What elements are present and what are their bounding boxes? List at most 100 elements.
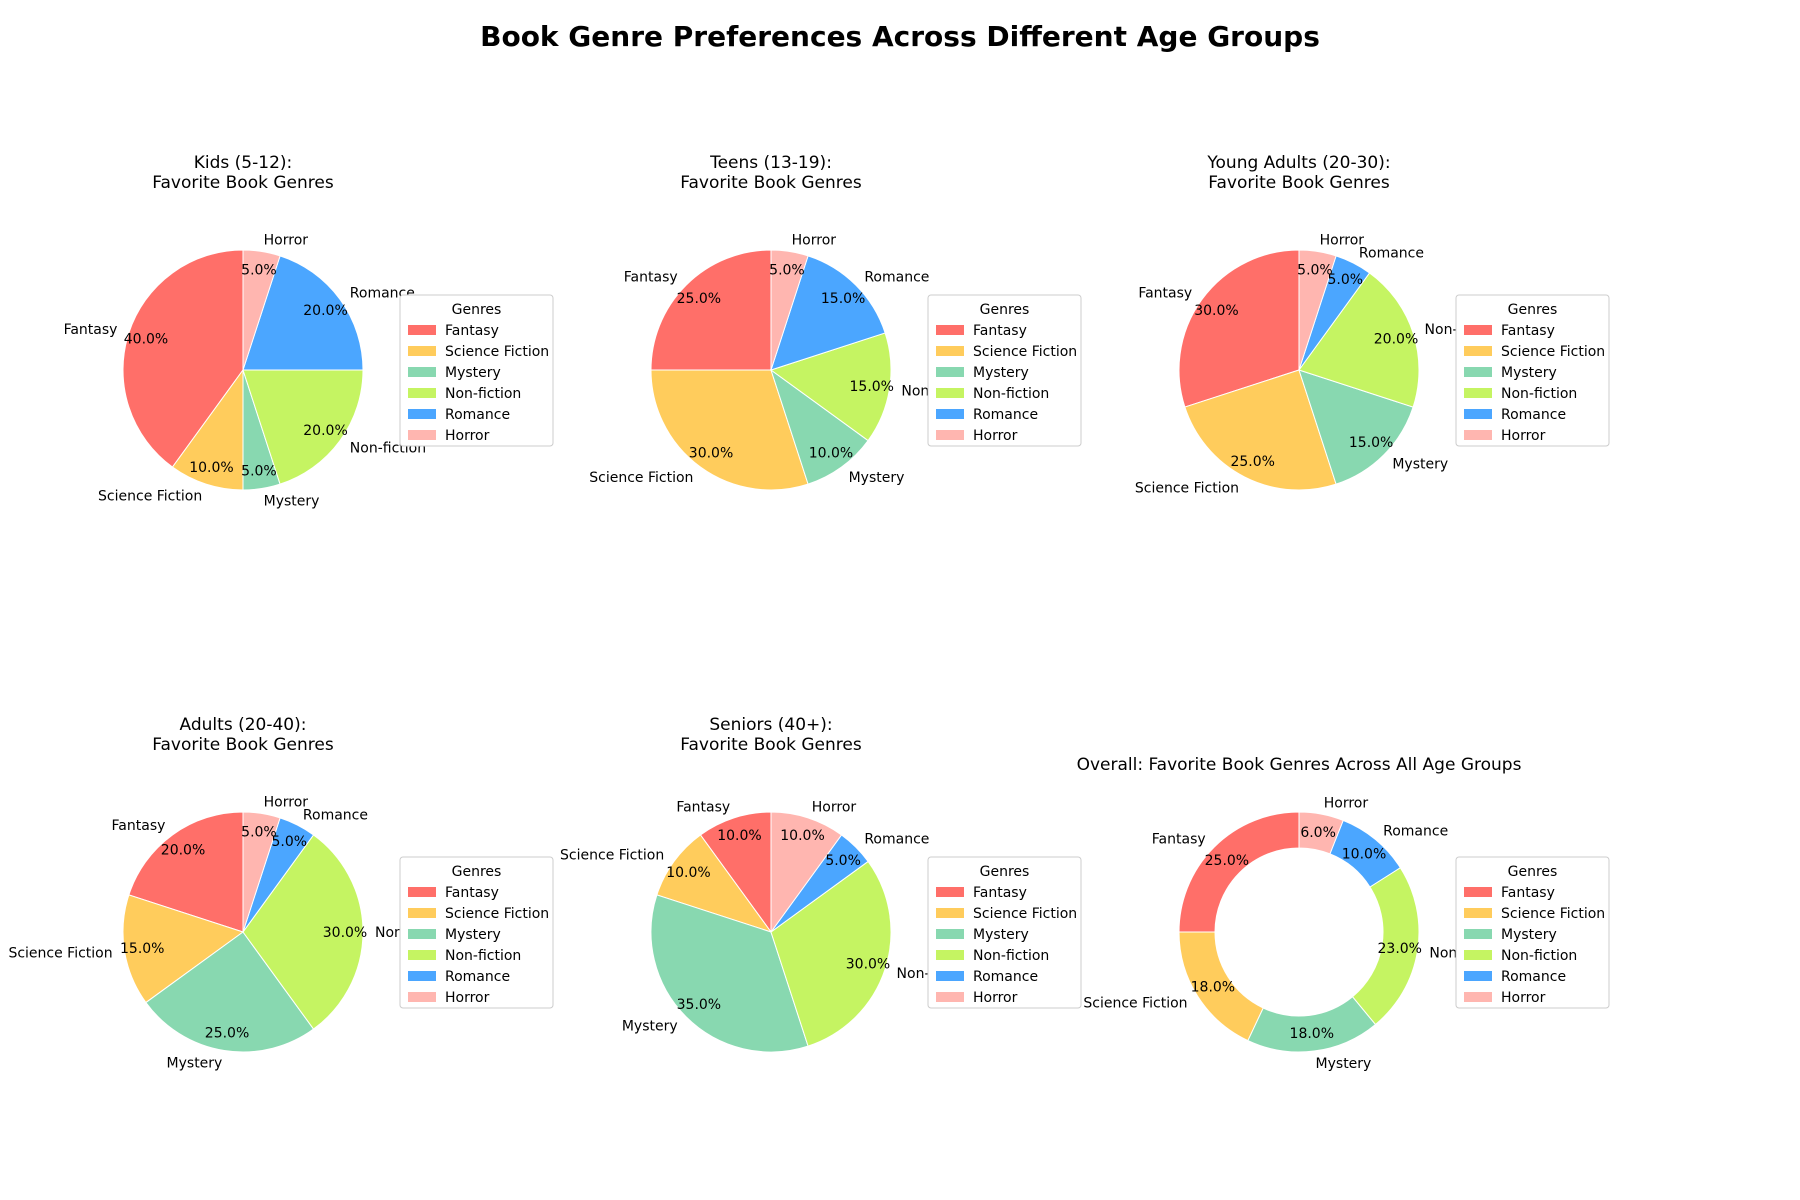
slice-fantasy [650,249,772,371]
slice-percent-romance: 10.0% [1342,846,1386,862]
legend-label: Fantasy [973,323,1027,339]
slice-label-mystery: Mystery [849,470,905,486]
slice-percent-horror: 5.0% [769,262,805,278]
slice-mystery [1298,369,1414,485]
legend-label: Fantasy [1501,885,1555,901]
legend-item-mystery: Mystery [936,365,1029,381]
legend-label: Romance [1501,969,1566,985]
slice-percent-horror: 6.0% [1300,825,1336,841]
pie [650,249,892,491]
slice-non-fiction [242,369,364,485]
legend-label: Romance [1501,407,1566,423]
slice-science-fiction [1184,369,1337,491]
legend-label: Fantasy [445,323,499,339]
slice-label-fantasy: Fantasy [1138,285,1192,301]
slice-non-fiction [769,332,892,442]
slice-percent-science-fiction: 30.0% [689,446,733,462]
legend-swatch [1464,409,1492,419]
legend-swatch [1464,950,1492,960]
slice-label-romance: Romance [864,832,929,848]
legend-item-horror: Horror [936,428,1018,444]
slice-percent-non-fiction: 30.0% [323,925,367,941]
slice-percent-science-fiction: 10.0% [189,460,233,476]
legend-label: Non-fiction [1501,386,1577,402]
legend-item-non-fiction: Non-fiction [1464,948,1577,964]
legend-swatch [408,430,436,440]
chart-2: Teens (13-19): Favorite Book Genres Fantas… [589,153,1082,491]
slice-percent-fantasy: 30.0% [1194,303,1238,319]
legend-swatch [936,388,964,398]
slice-horror [242,249,281,371]
legend: Genres Fantasy Science Fiction Mystery Non-f… [927,294,1082,447]
legend-title: Genres [452,302,502,318]
slice-horror [770,249,809,371]
slice-label-romance: Romance [350,285,415,301]
chart-title: Kids (5-12): Favorite Book Genres [152,153,334,193]
chart-title: Seniors (40+): Favorite Book Genres [680,715,862,755]
legend-swatch [1464,388,1492,398]
legend-label: Mystery [973,927,1029,943]
legend-label: Science Fiction [1501,344,1605,360]
slice-label-fantasy: Fantasy [64,322,118,338]
legend-swatch [1464,992,1492,1002]
legend-label: Horror [973,428,1018,444]
slice-label-mystery: Mystery [622,1018,678,1034]
legend-swatch [936,887,964,897]
pie [122,249,364,491]
legend-label: Romance [445,407,510,423]
slice-romance [770,255,886,371]
legend-label: Non-fiction [973,948,1049,964]
legend-item-romance: Romance [1464,407,1566,423]
slice-science-fiction [650,369,809,491]
legend-swatch [408,929,436,939]
legend-swatch [936,325,964,335]
legend-item-non-fiction: Non-fiction [408,386,521,402]
slice-percent-fantasy: 25.0% [677,291,721,307]
pie [650,811,892,1053]
slice-percent-horror: 10.0% [780,828,824,844]
slice-percent-science-fiction: 10.0% [666,865,710,881]
slice-label-science-fiction: Science Fiction [589,470,693,486]
legend-item-romance: Romance [408,407,510,423]
slice-percent-non-fiction: 20.0% [303,423,347,439]
slice-label-romance: Romance [1359,245,1424,261]
legend-item-fantasy: Fantasy [1464,323,1555,339]
slice-label-science-fiction: Science Fiction [98,489,202,505]
slice-percent-science-fiction: 18.0% [1191,980,1235,996]
slice-label-mystery: Mystery [1392,456,1448,472]
legend-swatch [408,325,436,335]
legend-label: Mystery [1501,365,1557,381]
legend-swatch [408,409,436,419]
pie [1178,811,1420,1053]
legend-title: Genres [1508,302,1558,318]
legend-swatch [408,367,436,377]
chart-title: Teens (13-19): Favorite Book Genres [680,153,862,193]
legend-title: Genres [980,302,1030,318]
legend-label: Fantasy [973,885,1027,901]
legend-swatch [936,992,964,1002]
legend-label: Horror [1501,990,1546,1006]
legend-item-romance: Romance [408,969,510,985]
slice-label-fantasy: Fantasy [676,799,730,815]
legend-label: Fantasy [445,885,499,901]
legend-swatch [1464,346,1492,356]
legend-item-science-fiction: Science Fiction [408,906,549,922]
legend-item-horror: Horror [936,990,1018,1006]
legend-swatch [408,950,436,960]
slice-percent-romance: 5.0% [825,853,861,869]
slice-label-fantasy: Fantasy [112,818,166,834]
legend-swatch [408,908,436,918]
legend-swatch [936,950,964,960]
legend-label: Science Fiction [445,344,549,360]
legend-swatch [936,430,964,440]
legend-item-mystery: Mystery [936,927,1029,943]
legend-label: Science Fiction [973,344,1077,360]
legend-label: Mystery [445,927,501,943]
legend-swatch [936,971,964,981]
slice-percent-mystery: 15.0% [1349,435,1393,451]
legend-label: Mystery [445,365,501,381]
legend-swatch [1464,430,1492,440]
slice-label-horror: Horror [792,233,837,249]
